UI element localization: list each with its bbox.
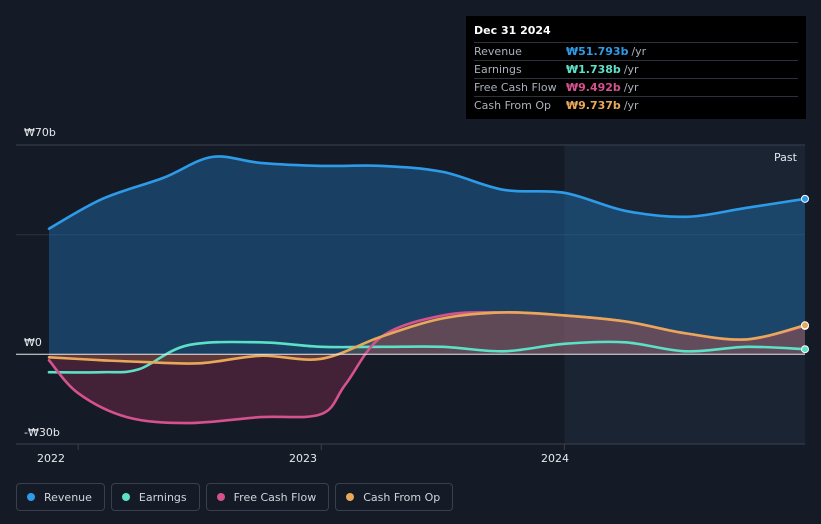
tooltip-unit: /yr xyxy=(623,63,639,76)
tooltip-label: Cash From Op xyxy=(474,99,552,112)
legend-label: Cash From Op xyxy=(363,490,441,504)
tooltip-label: Free Cash Flow xyxy=(474,81,557,94)
tooltip-value: ₩1.738b xyxy=(566,63,621,76)
y-tick-label-top: ₩70b xyxy=(24,126,56,139)
x-tick-label-2024: 2024 xyxy=(541,452,569,465)
tooltip-value: ₩9.492b xyxy=(566,81,621,94)
legend-label: Earnings xyxy=(138,490,187,504)
tooltip-row-free-cash-flow: Free Cash Flow ₩9.492b /yr xyxy=(474,78,798,96)
legend-dot-icon xyxy=(346,493,355,501)
tooltip-label: Earnings xyxy=(474,63,522,76)
tooltip-label: Revenue xyxy=(474,45,522,58)
series-endpoint-cash-from-op xyxy=(801,321,809,330)
tooltip-date: Dec 31 2024 xyxy=(474,24,551,37)
series-line-revenue xyxy=(47,155,807,230)
tooltip-unit: /yr xyxy=(623,99,639,112)
tooltip-unit: /yr xyxy=(623,81,639,94)
tooltip-value: ₩51.793b xyxy=(566,45,629,58)
tooltip-value: ₩9.737b xyxy=(566,99,621,112)
series-area-revenue xyxy=(49,156,805,355)
series-line-earnings xyxy=(47,340,807,374)
legend-dot-icon xyxy=(121,493,130,501)
series-area-cash-from-op xyxy=(49,312,805,364)
past-region xyxy=(564,145,805,444)
legend-label: Revenue xyxy=(44,490,92,504)
past-label: Past xyxy=(774,151,797,164)
y-tick-label-zero: ₩0 xyxy=(24,336,42,349)
legend-dot-icon xyxy=(27,493,35,501)
legend-item-revenue[interactable]: Revenue xyxy=(16,483,105,511)
legend-item-cash-from-op[interactable]: Cash From Op xyxy=(335,483,454,511)
series-lines xyxy=(47,155,807,425)
past-region-background xyxy=(564,145,805,444)
tooltip-row-cash-from-op: Cash From Op ₩9.737b /yr xyxy=(474,96,798,114)
gridlines xyxy=(16,144,805,450)
x-tick-label-2023: 2023 xyxy=(289,452,317,465)
tooltip: Dec 31 2024 Revenue ₩51.793b /yr Earning… xyxy=(466,16,806,119)
series-area-free-cash-flow xyxy=(49,312,805,424)
series-endpoint-revenue xyxy=(801,194,809,203)
series-areas xyxy=(49,156,805,424)
tooltip-row-revenue: Revenue ₩51.793b /yr xyxy=(474,42,798,60)
tooltip-row-earnings: Earnings ₩1.738b /yr xyxy=(474,60,798,78)
legend-item-earnings[interactable]: Earnings xyxy=(110,483,200,511)
legend: Revenue Earnings Free Cash Flow Cash Fro… xyxy=(16,483,459,511)
series-endpoint-earnings xyxy=(801,345,809,354)
tooltip-unit: /yr xyxy=(631,45,647,58)
legend-dot-icon xyxy=(216,493,225,501)
series-endpoints xyxy=(801,194,809,354)
legend-label: Free Cash Flow xyxy=(233,490,317,504)
legend-item-free-cash-flow[interactable]: Free Cash Flow xyxy=(205,483,330,511)
series-line-cash-from-op xyxy=(47,311,807,365)
y-tick-label-bottom: -₩30b xyxy=(24,426,60,439)
x-tick-label-2022: 2022 xyxy=(37,452,65,465)
